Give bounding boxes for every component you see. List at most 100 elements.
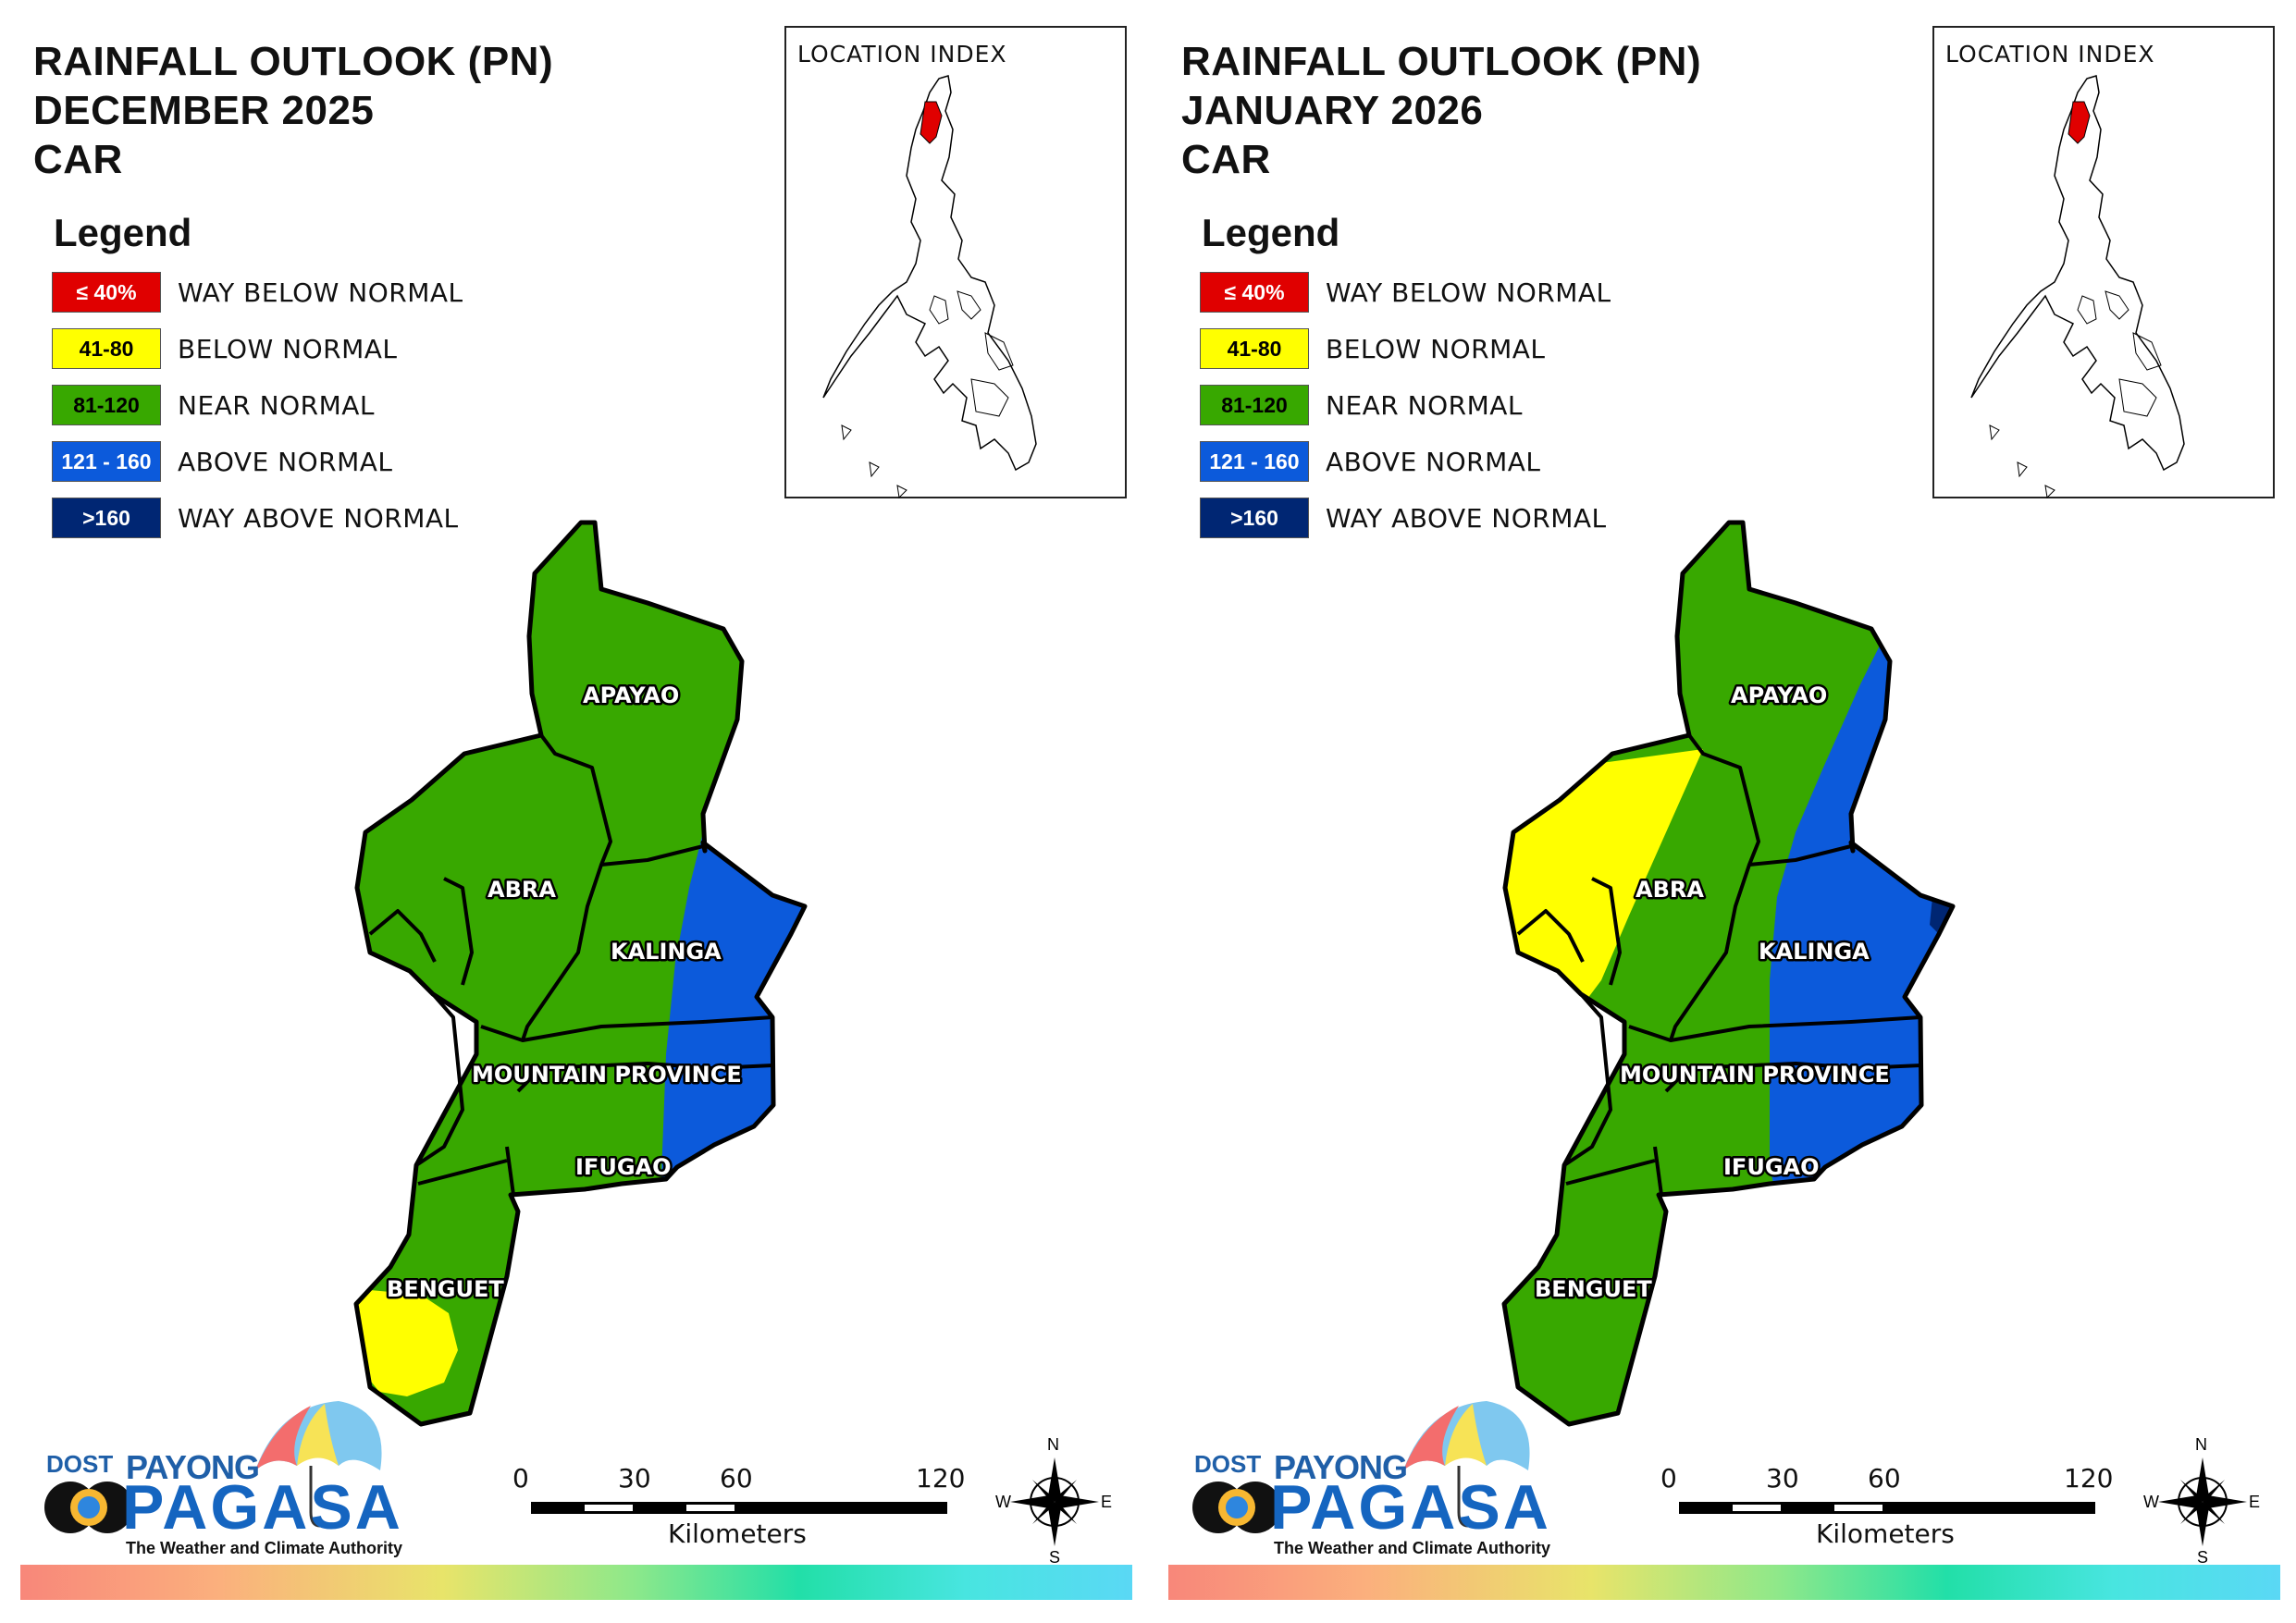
legend-label: WAY ABOVE NORMAL [178, 503, 459, 534]
philippines-outline [1970, 75, 2185, 499]
scale-bar: 0 30 60 120 Kilometers [1660, 1452, 2113, 1554]
province-label-ifugao: IFUGAO [1723, 1154, 1820, 1180]
umbrella-icon [1192, 1401, 1530, 1533]
scale-tick-60: 60 [1868, 1463, 1901, 1494]
legend-item-way-below: ≤ 40% WAY BELOW NORMAL [52, 272, 463, 328]
legend-swatch: 81-120 [1200, 385, 1309, 425]
compass-w: W [2143, 1493, 2159, 1511]
legend-label: ABOVE NORMAL [1326, 447, 1541, 477]
compass-e: E [1101, 1493, 1113, 1511]
legend-swatch: 81-120 [52, 385, 161, 425]
footer-gradient-bar [1168, 1565, 2280, 1600]
legend-swatch: 41-80 [52, 328, 161, 369]
compass-e: E [2249, 1493, 2261, 1511]
zone-below-normal [356, 1290, 458, 1396]
legend-label: NEAR NORMAL [1326, 390, 1523, 421]
logo-tagline: The Weather and Climate Authority [126, 1539, 403, 1557]
province-fill [356, 523, 805, 1424]
scale-tick-0: 0 [512, 1463, 529, 1494]
title-line-1: RAINFALL OUTLOOK (PN) [33, 39, 554, 84]
logo-tagline: The Weather and Climate Authority [1274, 1539, 1551, 1557]
inset-title: LOCATION INDEX [797, 41, 1007, 68]
map-title: RAINFALL OUTLOOK (PN) DECEMBER 2025 CAR [33, 37, 553, 184]
province-fill [1504, 523, 1953, 1424]
logo-payong-text: PAYONG [1274, 1448, 1408, 1486]
legend-item-above: 121 - 160 ABOVE NORMAL [1200, 441, 1540, 498]
scale-tick-60: 60 [720, 1463, 753, 1494]
legend-title: Legend [54, 211, 192, 254]
legend-label: WAY BELOW NORMAL [1326, 277, 1611, 308]
province-label-apayao: APAYAO [583, 682, 679, 708]
legend-label: WAY BELOW NORMAL [178, 277, 463, 308]
legend-label: BELOW NORMAL [178, 334, 398, 364]
inset-title: LOCATION INDEX [1945, 41, 2155, 68]
scale-tick-30: 30 [1766, 1463, 1799, 1494]
legend-swatch: 121 - 160 [1200, 441, 1309, 482]
legend-item-below: 41-80 BELOW NORMAL [52, 328, 397, 385]
scale-units: Kilometers [1816, 1518, 1955, 1549]
scale-tick-30: 30 [618, 1463, 651, 1494]
legend-label: BELOW NORMAL [1326, 334, 1546, 364]
compass-w: W [995, 1493, 1011, 1511]
province-boundaries [1516, 733, 1922, 1212]
compass-s: S [1049, 1548, 1061, 1567]
province-label-mountain-province: MOUNTAIN PROVINCE [472, 1062, 742, 1088]
legend-item-near: 81-120 NEAR NORMAL [1200, 385, 1523, 441]
province-label-apayao: APAYAO [1731, 682, 1827, 708]
philippines-outline [822, 75, 1037, 499]
province-label-abra: ABRA [488, 877, 556, 903]
legend-label: WAY ABOVE NORMAL [1326, 503, 1607, 534]
legend-swatch: >160 [1200, 498, 1309, 538]
title-line-2: DECEMBER 2025 [33, 88, 375, 133]
scale-bar: 0 30 60 120 Kilometers [512, 1452, 965, 1554]
scale-tick-0: 0 [1660, 1463, 1677, 1494]
north-arrow: N E S W [995, 1435, 1113, 1567]
province-label-abra: ABRA [1636, 877, 1704, 903]
legend-label: ABOVE NORMAL [178, 447, 393, 477]
legend-swatch: ≤ 40% [1200, 272, 1309, 313]
legend-label: NEAR NORMAL [178, 390, 375, 421]
location-index-inset: LOCATION INDEX [1932, 26, 2275, 499]
legend-item-way-above: >160 WAY ABOVE NORMAL [1200, 498, 1606, 554]
scale-tick-120: 120 [916, 1463, 966, 1494]
title-line-1: RAINFALL OUTLOOK (PN) [1181, 39, 1702, 84]
logo-dost-text: DOST [1194, 1450, 1262, 1478]
map-title: RAINFALL OUTLOOK (PN) JANUARY 2026 CAR [1181, 37, 1701, 184]
legend: Legend ≤ 40% WAY BELOW NORMAL 41-80 BELO… [1200, 211, 1611, 554]
pagasa-logo: DOST PAYONG PAGASA The Weather and Clima… [33, 1387, 402, 1568]
province-label-kalinga: KALINGA [1759, 939, 1870, 965]
legend-item-above: 121 - 160 ABOVE NORMAL [52, 441, 392, 498]
scale-bar-graphic [1679, 1502, 2095, 1514]
umbrella-icon [44, 1401, 382, 1533]
legend-item-way-below: ≤ 40% WAY BELOW NORMAL [1200, 272, 1611, 328]
logo-pagasa-text: PAGASA [122, 1472, 403, 1543]
north-arrow: N E S W [2143, 1435, 2261, 1567]
location-index-inset: LOCATION INDEX [784, 26, 1127, 499]
logo-payong-text: PAYONG [126, 1448, 260, 1486]
pagasa-logo: DOST PAYONG PAGASA The Weather and Clima… [1181, 1387, 1550, 1568]
compass-n: N [2195, 1435, 2207, 1454]
compass-s: S [2197, 1548, 2209, 1567]
compass-rose-icon [2158, 1457, 2247, 1546]
car-rainfall-map: APAYAO ABRA KALINGA MOUNTAIN PROVINCE IF… [1501, 520, 1956, 1427]
legend-swatch: ≤ 40% [52, 272, 161, 313]
legend-item-way-above: >160 WAY ABOVE NORMAL [52, 498, 458, 554]
title-line-2: JANUARY 2026 [1181, 88, 1484, 133]
legend-swatch: 121 - 160 [52, 441, 161, 482]
province-label-mountain-province: MOUNTAIN PROVINCE [1620, 1062, 1890, 1088]
car-rainfall-map: APAYAO ABRA KALINGA MOUNTAIN PROVINCE IF… [353, 520, 808, 1427]
compass-n: N [1047, 1435, 1059, 1454]
title-line-3: CAR [33, 137, 123, 182]
logo-pagasa-text: PAGASA [1270, 1472, 1551, 1543]
scale-units: Kilometers [668, 1518, 807, 1549]
panel-december-2025: RAINFALL OUTLOOK (PN) DECEMBER 2025 CAR … [20, 26, 1132, 1600]
province-boundaries [368, 733, 774, 1212]
legend-title: Legend [1202, 211, 1340, 254]
province-label-ifugao: IFUGAO [575, 1154, 672, 1180]
legend-item-near: 81-120 NEAR NORMAL [52, 385, 375, 441]
legend-item-below: 41-80 BELOW NORMAL [1200, 328, 1545, 385]
compass-rose-icon [1010, 1457, 1099, 1546]
logo-dost-text: DOST [46, 1450, 114, 1478]
legend: Legend ≤ 40% WAY BELOW NORMAL 41-80 BELO… [52, 211, 463, 554]
province-label-benguet: BENGUET [1535, 1276, 1652, 1302]
